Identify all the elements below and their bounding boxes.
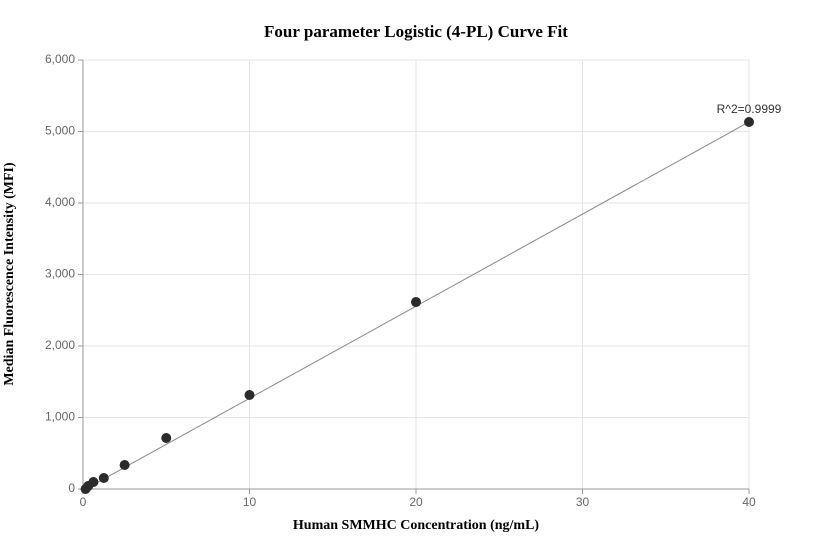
- data-point: [244, 389, 255, 400]
- data-point: [411, 297, 421, 308]
- annotation: R^2=0.9999: [717, 102, 782, 116]
- y-tick-label: 0: [68, 481, 75, 495]
- data-point: [98, 472, 109, 483]
- data-point: [88, 476, 99, 487]
- y-axis-label: Median Fluorescence Intensity (MFI): [2, 162, 17, 386]
- x-tick-label: 30: [576, 495, 590, 509]
- data-point: [119, 459, 130, 470]
- y-tick-label: 5,000: [45, 124, 75, 138]
- data-point: [161, 433, 172, 444]
- chart-title: Four parameter Logistic (4-PL) Curve Fit: [264, 22, 568, 41]
- x-tick-label: 10: [243, 495, 257, 509]
- y-tick-label: 4,000: [45, 195, 75, 209]
- data-point: [744, 116, 754, 127]
- x-tick-label: 0: [80, 495, 87, 509]
- y-tick-label: 3,000: [45, 267, 75, 281]
- x-tick-label: 40: [742, 495, 756, 509]
- y-tick-label: 2,000: [45, 338, 75, 352]
- y-tick-label: 6,000: [45, 52, 75, 66]
- x-tick-label: 20: [409, 495, 423, 509]
- y-tick-label: 1,000: [45, 410, 75, 424]
- x-axis-label: Human SMMHC Concentration (ng/mL): [293, 518, 540, 533]
